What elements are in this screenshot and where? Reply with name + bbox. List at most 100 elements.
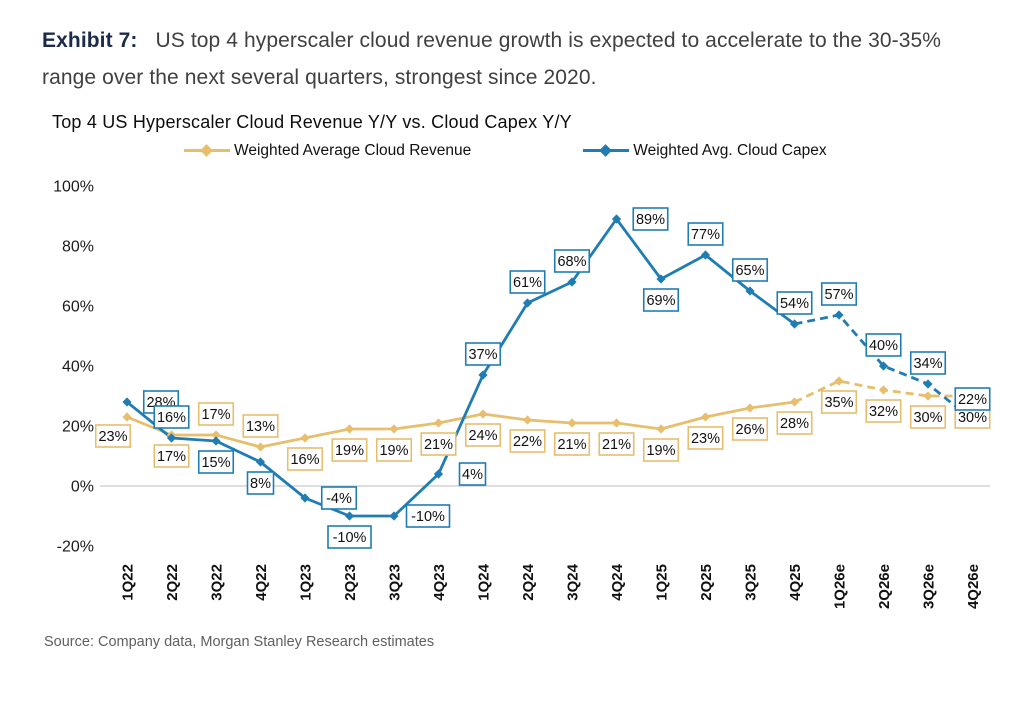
- data-label-box: [286, 446, 324, 471]
- data-label: 24%: [468, 428, 497, 444]
- marker-diamond-icon: [700, 250, 711, 260]
- data-label-box: [246, 470, 275, 495]
- data-label-box: [553, 248, 591, 273]
- data-label-box: [820, 281, 858, 306]
- data-label: 21%: [424, 437, 453, 453]
- x-axis-tick-label: 3Q26e: [921, 564, 938, 609]
- y-axis-tick-label: 40%: [62, 358, 94, 375]
- data-label: 16%: [157, 410, 186, 426]
- x-axis-tick-label: 1Q25: [654, 564, 671, 601]
- marker-diamond-icon: [834, 376, 844, 386]
- marker-diamond-icon: [522, 298, 533, 308]
- data-label-box: [642, 437, 680, 462]
- x-axis-tick-label: 3Q25: [743, 564, 760, 601]
- data-label: -10%: [333, 530, 367, 546]
- x-axis-tick-label: 4Q26e: [965, 564, 982, 609]
- legend-marker-capex-icon: [583, 144, 630, 158]
- data-label: 69%: [646, 293, 675, 309]
- x-axis-tick-label: 3Q22: [209, 564, 226, 601]
- data-label-box: [327, 524, 372, 549]
- x-axis-tick-label: 1Q22: [120, 564, 137, 601]
- x-axis-tick-label: 4Q24: [609, 563, 626, 600]
- data-label: 57%: [824, 287, 853, 303]
- legend-item-revenue: Weighted Average Cloud Revenue: [184, 142, 471, 160]
- data-label: 8%: [250, 476, 271, 492]
- data-label: 13%: [246, 419, 275, 435]
- x-axis-tick-label: 2Q25: [698, 564, 715, 601]
- marker-diamond-icon: [745, 286, 755, 296]
- data-label: 15%: [201, 455, 230, 471]
- report-page: Exhibit 7: US top 4 hyperscaler cloud rev…: [42, 29, 991, 650]
- data-label-box: [642, 287, 680, 312]
- data-label-box: [153, 404, 190, 429]
- y-axis-tick-label: 80%: [62, 238, 94, 255]
- chart-title: Top 4 US Hyperscaler Cloud Revenue Y/Y v…: [52, 111, 572, 132]
- x-axis-tick-label: 4Q23: [431, 564, 448, 601]
- marker-diamond-icon: [433, 418, 444, 428]
- marker-diamond-icon: [389, 424, 399, 434]
- data-label-box: [865, 332, 902, 357]
- data-label: 30%: [913, 410, 942, 426]
- data-label-box: [405, 503, 451, 528]
- x-axis-tick-label: 1Q26e: [832, 564, 849, 609]
- data-label-box: [509, 269, 546, 294]
- x-axis-tick-label: 3Q24: [565, 563, 582, 600]
- marker-diamond-icon: [344, 511, 355, 521]
- data-label-box: [331, 437, 368, 462]
- x-axis-tick-label: 2Q22: [164, 564, 181, 601]
- data-label-box: [375, 437, 413, 462]
- data-label: 23%: [691, 431, 720, 447]
- marker-diamond-icon: [923, 391, 933, 401]
- marker-diamond-icon: [567, 277, 577, 287]
- legend-label-capex: Weighted Avg. Cloud Capex: [633, 141, 827, 159]
- x-axis-tick-label: 1Q24: [476, 563, 493, 600]
- marker-diamond-icon: [255, 457, 266, 467]
- data-label-box: [687, 425, 724, 450]
- data-label-box: [197, 449, 235, 474]
- data-label-box: [197, 401, 235, 426]
- marker-diamond-icon: [656, 424, 666, 434]
- data-label: 35%: [824, 395, 853, 411]
- marker-diamond-icon: [789, 319, 800, 329]
- data-label-box: [464, 422, 502, 447]
- exhibit-number: Exhibit 7:: [42, 29, 138, 52]
- data-label-box: [464, 341, 502, 366]
- data-label: 65%: [735, 263, 764, 279]
- data-label: 61%: [513, 275, 542, 291]
- data-label-box: [458, 461, 487, 486]
- x-axis-tick-label: 2Q26e: [876, 564, 893, 609]
- marker-diamond-icon: [122, 412, 132, 422]
- marker-diamond-icon: [611, 418, 622, 428]
- y-axis-tick-label: 20%: [62, 418, 94, 435]
- data-label: 19%: [335, 443, 364, 459]
- marker-diamond-icon: [834, 310, 844, 320]
- y-axis-tick-label: -20%: [57, 538, 94, 555]
- data-label: 40%: [869, 338, 898, 354]
- data-label: 77%: [691, 227, 720, 243]
- data-label: 22%: [513, 434, 542, 450]
- series-line-capex-estimate: [794, 313, 974, 421]
- legend-marker-revenue-icon: [184, 144, 230, 158]
- legend-item-capex: Weighted Avg. Cloud Capex: [583, 141, 827, 160]
- marker-diamond-icon: [878, 385, 889, 395]
- x-axis-tick-label: 2Q24: [520, 563, 537, 600]
- data-label: 21%: [602, 437, 631, 453]
- data-label-box: [820, 389, 858, 414]
- data-label: 22%: [958, 392, 987, 408]
- data-label-box: [509, 428, 546, 453]
- marker-diamond-icon: [478, 409, 488, 419]
- marker-diamond-icon: [211, 430, 221, 440]
- marker-diamond-icon: [656, 274, 666, 284]
- y-axis-tick-label: 0%: [71, 478, 94, 495]
- data-label-box: [242, 413, 279, 438]
- marker-diamond-icon: [522, 415, 533, 425]
- data-label-box: [153, 443, 190, 468]
- data-label-box: [420, 431, 457, 456]
- data-label: 32%: [869, 404, 898, 420]
- data-label: -4%: [326, 491, 352, 507]
- marker-diamond-icon: [567, 418, 577, 428]
- data-label: 4%: [462, 467, 483, 483]
- marker-diamond-icon: [166, 433, 177, 443]
- marker-diamond-icon: [389, 511, 399, 521]
- marker-diamond-icon: [789, 397, 800, 407]
